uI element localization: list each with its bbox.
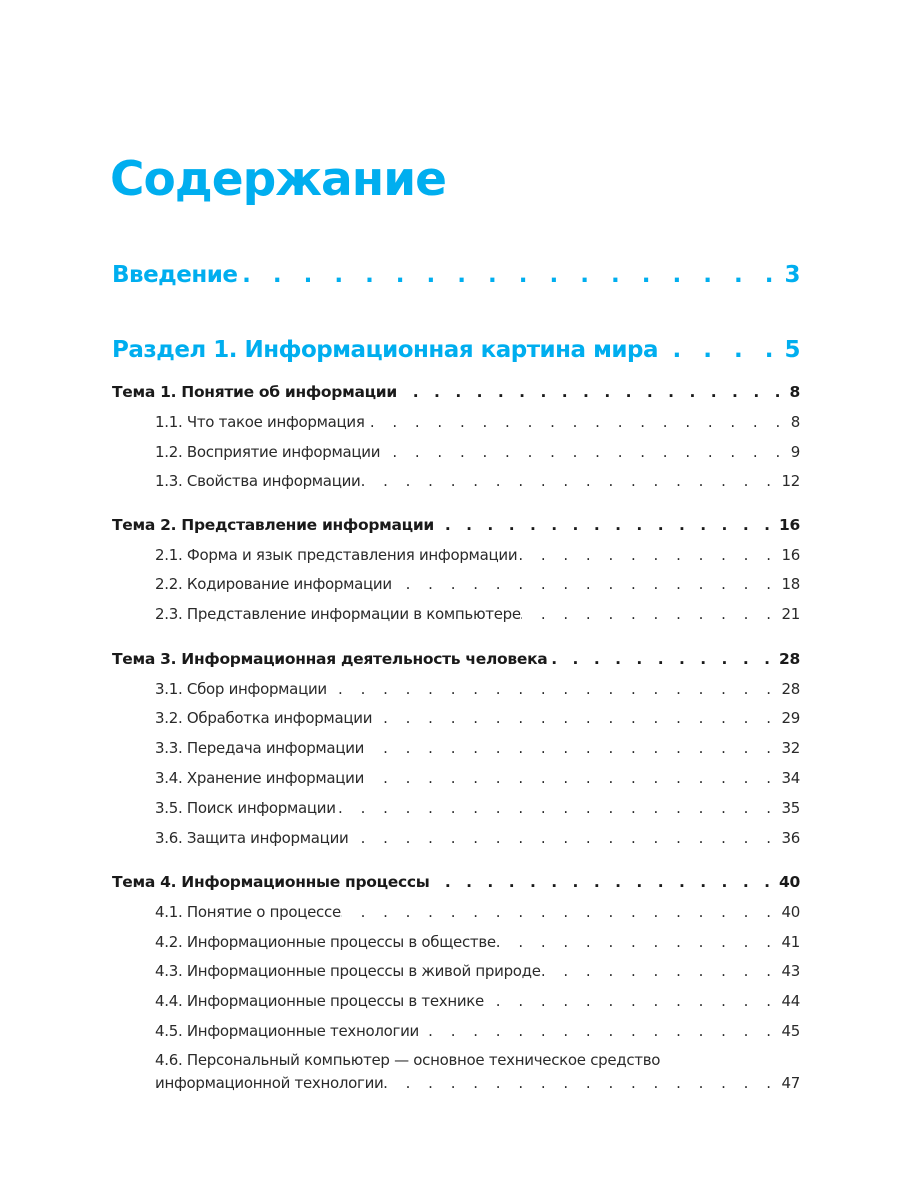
- toc-label: 3.2. Обработка информации: [155, 709, 373, 727]
- page-number: 8: [789, 383, 801, 401]
- toc-theme[interactable]: Тема 4. Информационные процессы. . . . .…: [112, 870, 800, 894]
- dot-leader: . . . . . . . . . . . . . . . . . . . . …: [348, 829, 778, 847]
- toc-label: Тема 3. Информационная деятельность чело…: [112, 650, 548, 668]
- page-number: 44: [781, 992, 801, 1010]
- toc-label: Раздел 1. Информационная картина мира: [112, 337, 658, 363]
- dot-leader: . . . . . . . . . . . . . . . . . . . . …: [364, 769, 778, 787]
- dot-leader: . . . . . . . . . . . . . . . . . . . . …: [419, 1022, 778, 1040]
- toc-section[interactable]: Раздел 1. Информационная картина мира. .…: [112, 335, 800, 365]
- toc-label: 3.4. Хранение информации: [155, 769, 365, 787]
- toc-entry[interactable]: 1.3. Свойства информации. . . . . . . . …: [155, 469, 800, 493]
- dot-leader: . . . . . . . . . . . . . . . . . . . . …: [397, 383, 786, 401]
- page-number: 3: [784, 262, 800, 288]
- page-number: 9: [790, 443, 801, 461]
- toc-entry[interactable]: 3.6. Защита информации. . . . . . . . . …: [155, 826, 800, 850]
- toc-label: Введение: [112, 262, 238, 288]
- dot-leader: . . . . . . . . . . . . . . . . . . . . …: [237, 262, 781, 288]
- dot-leader: . . . . . . . . . . . . . . . . . . . . …: [521, 605, 778, 623]
- page-number: 47: [781, 1074, 801, 1092]
- dot-leader: . . . . . . . . . . . . . . . . . . . . …: [495, 933, 778, 951]
- toc-label: 3.6. Защита информации: [155, 829, 349, 847]
- toc-label: 1.2. Восприятие информации: [155, 443, 381, 461]
- toc-label: 1.3. Свойства информации: [155, 472, 361, 490]
- page-number: 12: [781, 472, 801, 490]
- page-number: 45: [781, 1022, 801, 1040]
- page-number: 32: [781, 739, 801, 757]
- dot-leader: . . . . . . . . . . . . . . . . . . . . …: [430, 873, 776, 891]
- dot-leader: . . . . . . . . . . . . . . . . . . . . …: [372, 709, 778, 727]
- toc-label: 4.2. Информационные процессы в обществе: [155, 933, 496, 951]
- dot-leader: . . . . . . . . . . . . . . . . . . . . …: [517, 546, 778, 564]
- toc-label: 3.3. Передача информации: [155, 739, 365, 757]
- page-number: 28: [781, 680, 801, 698]
- toc-label: 2.1. Форма и язык представления информац…: [155, 546, 518, 564]
- dot-leader: . . . . . . . . . . . . . . . . . . . . …: [360, 472, 778, 490]
- toc-entry[interactable]: 2.1. Форма и язык представления информац…: [155, 543, 800, 567]
- toc-label: 4.1. Понятие о процессе: [155, 903, 341, 921]
- page-number: 34: [781, 769, 801, 787]
- toc-entry[interactable]: 4.4. Информационные процессы в технике. …: [155, 989, 800, 1013]
- toc-label: 4.6. Персональный компьютер — основное т…: [155, 1051, 661, 1069]
- toc-label: 3.5. Поиск информации: [155, 799, 336, 817]
- toc-label: 4.5. Информационные технологии: [155, 1022, 420, 1040]
- toc-label-continued: информационной технологии: [155, 1074, 384, 1092]
- toc-theme[interactable]: Тема 3. Информационная деятельность чело…: [112, 647, 800, 671]
- toc-entry[interactable]: 2.3. Представление информации в компьюте…: [155, 602, 800, 626]
- dot-leader: . . . . . . . . . . . . . . . . . . . . …: [658, 337, 781, 363]
- page-number: 8: [790, 413, 801, 431]
- dot-leader: . . . . . . . . . . . . . . . . . . . . …: [392, 575, 778, 593]
- toc-entry[interactable]: 3.4. Хранение информации. . . . . . . . …: [155, 766, 800, 790]
- toc-entry[interactable]: 1.1. Что такое информация. . . . . . . .…: [155, 410, 800, 434]
- dot-leader: . . . . . . . . . . . . . . . . . . . . …: [341, 903, 778, 921]
- dot-leader: . . . . . . . . . . . . . . . . . . . . …: [547, 650, 776, 668]
- toc-entry[interactable]: 4.2. Информационные процессы в обществе.…: [155, 930, 800, 954]
- toc-entry[interactable]: 4.1. Понятие о процессе. . . . . . . . .…: [155, 900, 800, 924]
- page-number: 40: [781, 903, 801, 921]
- toc-entry[interactable]: 3.2. Обработка информации. . . . . . . .…: [155, 706, 800, 730]
- toc-section[interactable]: Введение. . . . . . . . . . . . . . . . …: [112, 260, 800, 290]
- toc-entry[interactable]: 4.3. Информационные процессы в живой при…: [155, 959, 800, 983]
- page-number: 5: [784, 337, 800, 363]
- toc-label: Тема 1. Понятие об информации: [112, 383, 397, 401]
- toc-label: 1.1. Что такое информация: [155, 413, 365, 431]
- toc-label: 3.1. Сбор информации: [155, 680, 327, 698]
- toc-entry[interactable]: 3.5. Поиск информации. . . . . . . . . .…: [155, 796, 800, 820]
- toc-label: 2.2. Кодирование информации: [155, 575, 392, 593]
- toc-entry[interactable]: 3.1. Сбор информации. . . . . . . . . . …: [155, 677, 800, 701]
- dot-leader: . . . . . . . . . . . . . . . . . . . . …: [540, 962, 778, 980]
- page-number: 43: [781, 962, 801, 980]
- dot-leader: . . . . . . . . . . . . . . . . . . . . …: [365, 413, 787, 431]
- toc-entry[interactable]: 3.3. Передача информации. . . . . . . . …: [155, 736, 800, 760]
- page-number: 28: [779, 650, 800, 668]
- toc-label: 4.3. Информационные процессы в живой при…: [155, 962, 541, 980]
- page-number: 21: [781, 605, 801, 623]
- toc-theme[interactable]: Тема 2. Представление информации. . . . …: [112, 513, 800, 537]
- toc-entry[interactable]: 4.5. Информационные технологии. . . . . …: [155, 1019, 800, 1043]
- page-number: 16: [781, 546, 801, 564]
- page-number: 18: [781, 575, 801, 593]
- toc-entry2[interactable]: 4.6. Персональный компьютер — основное т…: [155, 1049, 800, 1095]
- dot-leader: . . . . . . . . . . . . . . . . . . . . …: [434, 516, 776, 534]
- toc-label: Тема 2. Представление информации: [112, 516, 434, 534]
- page-number: 40: [779, 873, 800, 891]
- dot-leader: . . . . . . . . . . . . . . . . . . . . …: [383, 1074, 778, 1092]
- toc-theme[interactable]: Тема 1. Понятие об информации. . . . . .…: [112, 380, 800, 404]
- toc-label: 4.4. Информационные процессы в технике: [155, 992, 484, 1010]
- page-number: 29: [781, 709, 801, 727]
- toc-entry[interactable]: 2.2. Кодирование информации. . . . . . .…: [155, 572, 800, 596]
- dot-leader: . . . . . . . . . . . . . . . . . . . . …: [484, 992, 778, 1010]
- page-title: Содержание: [110, 152, 447, 207]
- dot-leader: . . . . . . . . . . . . . . . . . . . . …: [327, 680, 778, 698]
- page-number: 36: [781, 829, 801, 847]
- dot-leader: . . . . . . . . . . . . . . . . . . . . …: [380, 443, 787, 461]
- page-number: 35: [781, 799, 801, 817]
- toc-label: 2.3. Представление информации в компьюте…: [155, 605, 521, 623]
- page-number: 16: [779, 516, 800, 534]
- page-number: 41: [781, 933, 801, 951]
- toc-entry[interactable]: 1.2. Восприятие информации. . . . . . . …: [155, 440, 800, 464]
- dot-leader: . . . . . . . . . . . . . . . . . . . . …: [364, 739, 778, 757]
- dot-leader: . . . . . . . . . . . . . . . . . . . . …: [336, 799, 778, 817]
- toc-label: Тема 4. Информационные процессы: [112, 873, 430, 891]
